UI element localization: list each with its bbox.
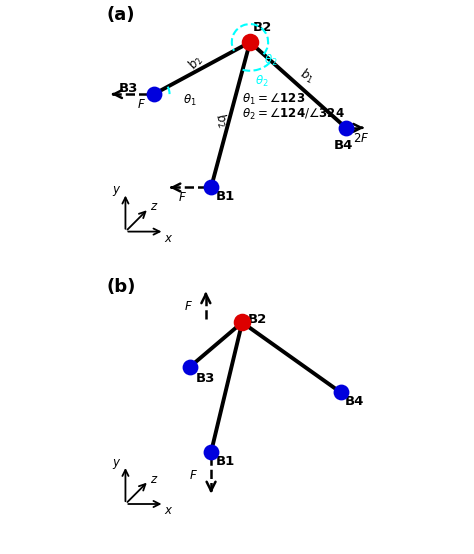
Point: [207, 448, 215, 456]
Text: B2: B2: [253, 22, 272, 34]
Text: $b_2$: $b_2$: [211, 111, 231, 130]
Text: $x$: $x$: [164, 504, 173, 517]
Text: $F$: $F$: [189, 469, 198, 482]
Text: $z$: $z$: [150, 201, 158, 213]
Text: $\theta_2$: $\theta_2$: [255, 74, 269, 89]
Point: [342, 124, 350, 132]
Text: (a): (a): [107, 6, 135, 24]
Point: [337, 388, 345, 397]
Point: [238, 318, 246, 327]
Text: $F$: $F$: [184, 300, 193, 314]
Point: [246, 38, 254, 47]
Text: $\theta_2$: $\theta_2$: [264, 53, 278, 68]
Point: [207, 183, 215, 192]
Text: B2: B2: [247, 314, 267, 326]
Text: $\theta_1$: $\theta_1$: [182, 93, 196, 108]
Text: $b_1$: $b_1$: [297, 65, 317, 86]
Text: B1: B1: [216, 455, 236, 468]
Text: (b): (b): [107, 278, 136, 296]
Point: [186, 362, 194, 371]
Text: B3: B3: [195, 372, 215, 384]
Text: $F$: $F$: [178, 191, 187, 204]
Text: $2F$: $2F$: [353, 132, 370, 145]
Text: B1: B1: [216, 190, 236, 203]
Text: $z$: $z$: [150, 473, 158, 486]
Text: $\theta_1 = \angle\mathbf{123}$: $\theta_1 = \angle\mathbf{123}$: [242, 92, 306, 107]
Text: B4: B4: [334, 140, 353, 152]
Text: $\theta_2 = \angle\mathbf{124}/\angle\mathbf{324}$: $\theta_2 = \angle\mathbf{124}/\angle\ma…: [242, 107, 345, 122]
Text: $y$: $y$: [112, 184, 121, 198]
Text: $b_2$: $b_2$: [185, 53, 206, 73]
Point: [150, 90, 158, 99]
Text: B3: B3: [119, 83, 138, 95]
Text: $F$: $F$: [137, 98, 146, 111]
Text: $x$: $x$: [164, 232, 173, 244]
Text: B4: B4: [345, 395, 364, 408]
Text: $y$: $y$: [112, 457, 121, 471]
